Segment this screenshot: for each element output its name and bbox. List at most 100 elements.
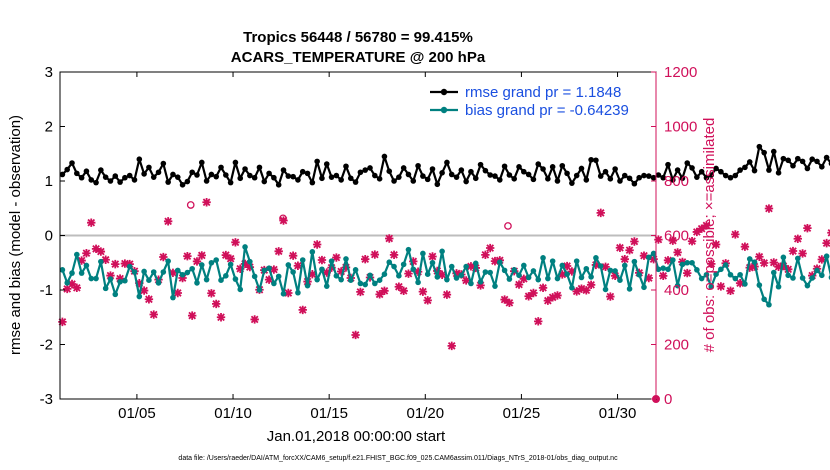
- rmse-point: [429, 166, 436, 172]
- y-axis-label-left: rmse and bias (model - observation): [7, 115, 24, 355]
- rmse-point: [631, 180, 638, 187]
- bias-point: [275, 273, 282, 280]
- rmse-point: [607, 176, 614, 182]
- rmse-point: [343, 163, 349, 170]
- rmse-point: [655, 172, 662, 178]
- bias-point: [588, 274, 594, 280]
- rmse-point: [367, 165, 373, 171]
- obs-assimilated-marker: [615, 243, 625, 252]
- rmse-point: [275, 182, 282, 188]
- rmse-point: [698, 168, 705, 175]
- obs-assimilated-marker: [529, 288, 538, 298]
- rmse-point: [347, 175, 354, 182]
- bias-point: [386, 259, 393, 266]
- bias-point: [69, 270, 75, 276]
- obs-assimilated-marker: [197, 251, 206, 260]
- obs-assimilated-marker: [120, 259, 130, 268]
- obs-assimilated-marker: [418, 287, 428, 296]
- rmse-point: [232, 159, 239, 166]
- obs-assimilated-marker: [269, 265, 279, 274]
- rmse-point: [468, 168, 474, 175]
- rmse-point: [415, 162, 421, 169]
- bias-point: [309, 249, 316, 255]
- obs-assimilated-marker: [317, 255, 327, 265]
- obs-assimilated-marker: [759, 258, 769, 268]
- obs-assimilated-marker: [428, 252, 437, 261]
- bias-point: [785, 272, 791, 279]
- obs-assimilated-marker: [370, 250, 380, 259]
- rmse-point: [516, 164, 522, 170]
- bias-point: [679, 261, 686, 268]
- bias-point: [179, 271, 186, 278]
- bias-point: [559, 262, 566, 269]
- bias-point: [319, 266, 325, 273]
- obs-assimilated-marker: [380, 286, 389, 296]
- obs-assimilated-marker: [154, 275, 163, 284]
- bias-point: [295, 289, 301, 296]
- y-left-tick-label: 2: [45, 119, 53, 136]
- bias-point: [381, 271, 388, 277]
- bias-point: [501, 267, 508, 274]
- obs-assimilated-marker: [67, 279, 77, 289]
- x-tick-label: 01/05: [118, 405, 156, 422]
- obs-assimilated-marker: [63, 284, 72, 294]
- rmse-point: [102, 174, 109, 180]
- rmse-point: [804, 165, 811, 172]
- bias-point: [170, 294, 176, 301]
- bias-point: [823, 253, 830, 260]
- bias-point: [155, 280, 162, 286]
- rmse-point: [511, 176, 518, 182]
- rmse-point: [496, 177, 503, 183]
- y-right-tick-label: 200: [664, 337, 689, 354]
- obs-assimilated-marker: [187, 311, 197, 320]
- bias-point: [165, 258, 171, 264]
- rmse-point: [770, 148, 777, 155]
- bias-point: [573, 258, 580, 264]
- bias-point: [477, 279, 484, 285]
- obs-assimilated-marker: [519, 274, 529, 284]
- bias-point: [626, 286, 633, 292]
- rmse-point: [751, 167, 758, 174]
- obs-assimilated-marker: [755, 252, 764, 261]
- rmse-point: [420, 173, 426, 179]
- bias-point: [583, 265, 590, 272]
- rmse-point: [314, 158, 320, 165]
- bias-point: [410, 266, 417, 273]
- bias-point: [420, 250, 426, 257]
- bias-point: [694, 267, 700, 273]
- obs-possible-marker: [504, 222, 512, 230]
- bias-point: [362, 281, 369, 288]
- data-file-footnote: data file: /Users/raeder/DAI/ATM_forcXX/…: [178, 455, 618, 462]
- obs-assimilated-marker: [711, 240, 721, 249]
- rmse-point: [689, 165, 695, 171]
- obs-assimilated-marker: [692, 227, 702, 237]
- obs-possible-marker: [279, 214, 287, 223]
- rmse-point: [59, 171, 66, 178]
- obs-assimilated-marker: [91, 244, 101, 254]
- obs-assimilated-marker: [461, 276, 471, 285]
- rmse-point: [112, 173, 119, 179]
- rmse-point: [179, 182, 186, 188]
- bias-line: [61, 245, 830, 306]
- bias-point: [453, 275, 460, 281]
- rmse-point: [487, 172, 493, 178]
- rmse-point: [794, 155, 801, 162]
- obs-assimilated-marker: [673, 248, 682, 257]
- rmse-point: [780, 155, 787, 162]
- obs-assimilated-marker: [567, 267, 577, 276]
- rmse-point: [69, 160, 75, 166]
- obs-assimilated-marker: [485, 243, 495, 253]
- bias-point: [780, 254, 787, 261]
- bias-point: [203, 276, 210, 283]
- rmse-point: [463, 178, 469, 185]
- bias-point: [102, 285, 109, 292]
- bias-point: [107, 276, 114, 282]
- obs-assimilated-marker: [798, 249, 807, 258]
- rmse-point: [766, 167, 772, 173]
- bias-point: [280, 291, 287, 297]
- bias-point: [59, 267, 66, 273]
- x-tick-label: 01/15: [310, 405, 348, 422]
- obs-assimilated-marker: [543, 296, 553, 305]
- obs-assimilated-marker: [582, 286, 591, 295]
- rmse-point: [617, 178, 623, 184]
